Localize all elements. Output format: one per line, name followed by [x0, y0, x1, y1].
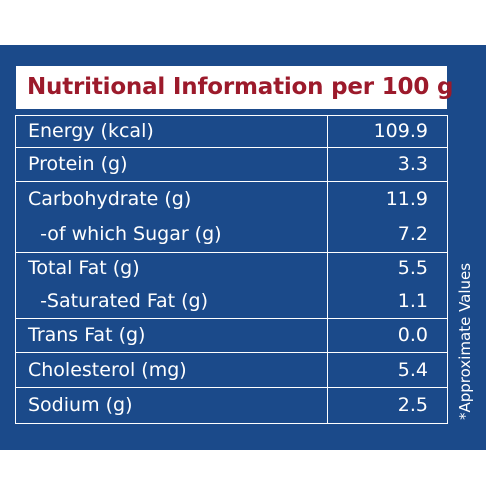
row-divider [15, 147, 448, 148]
nutrient-label: Cholesterol (mg) [28, 359, 187, 381]
row-divider [15, 352, 448, 353]
nutrient-value: 109.9 [373, 120, 428, 142]
nutrient-value: 5.5 [397, 257, 428, 279]
nutrient-label: Carbohydrate (g) [28, 188, 192, 210]
title-box [15, 65, 448, 110]
row-divider [15, 318, 448, 319]
approximate-values-note: *Approximate Values [456, 262, 474, 420]
nutrient-value: 7.2 [397, 223, 428, 245]
nutrient-label: Energy (kcal) [28, 120, 154, 142]
nutrient-value: 11.9 [385, 188, 428, 210]
nutrient-value: 1.1 [397, 290, 428, 312]
nutrient-label: Protein (g) [28, 153, 128, 175]
nutrient-label: -Saturated Fat (g) [28, 290, 209, 312]
nutrient-label: Trans Fat (g) [28, 324, 146, 346]
nutrient-label: Sodium (g) [28, 394, 133, 416]
nutrition-title: Nutritional Information per 100 g [27, 74, 454, 100]
nutrient-value: 2.5 [397, 394, 428, 416]
nutrient-value: 5.4 [397, 359, 428, 381]
nutrition-table [15, 115, 448, 424]
nutrient-label: -of which Sugar (g) [28, 223, 222, 245]
nutrient-label: Total Fat (g) [28, 257, 140, 279]
row-divider [15, 252, 448, 253]
label-panel [0, 45, 486, 450]
nutrient-value: 3.3 [397, 153, 428, 175]
row-divider [15, 181, 448, 182]
table-column-divider [327, 115, 328, 424]
nutrient-value: 0.0 [397, 324, 428, 346]
row-divider [15, 387, 448, 388]
